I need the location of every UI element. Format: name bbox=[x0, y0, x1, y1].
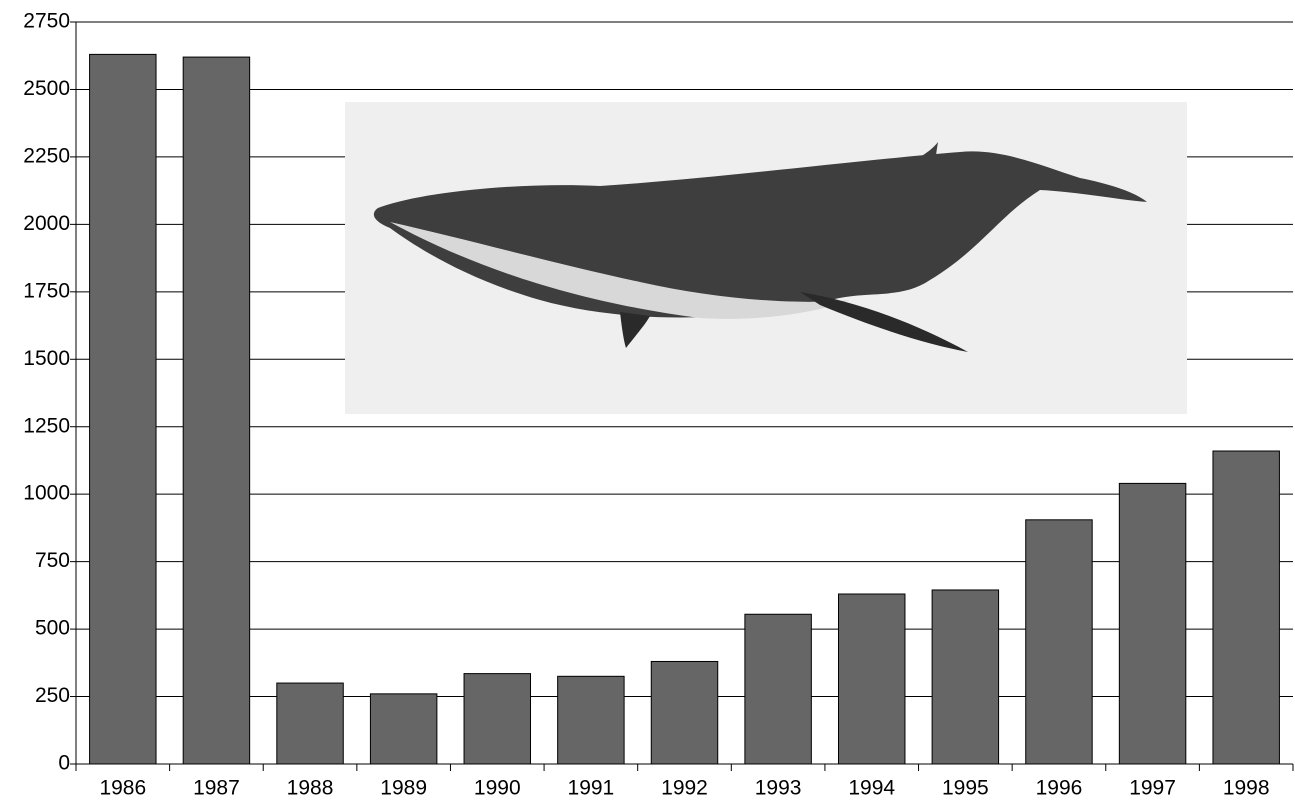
x-tick-label: 1994 bbox=[848, 777, 895, 800]
y-tick-label: 2500 bbox=[23, 77, 70, 100]
bar bbox=[745, 614, 811, 764]
y-tick-label: 250 bbox=[35, 684, 70, 707]
bar bbox=[1119, 483, 1185, 764]
bar bbox=[651, 661, 717, 764]
bar bbox=[932, 590, 998, 764]
y-tick-label: 1000 bbox=[23, 482, 70, 505]
x-tick-label: 1987 bbox=[193, 777, 240, 800]
x-tick-label: 1986 bbox=[99, 777, 146, 800]
bar bbox=[1213, 451, 1279, 764]
y-tick-label: 1250 bbox=[23, 414, 70, 437]
x-tick-label: 1995 bbox=[942, 777, 989, 800]
bar bbox=[183, 57, 249, 764]
x-tick-label: 1998 bbox=[1223, 777, 1270, 800]
whale-illustration bbox=[345, 102, 1187, 414]
x-tick-label: 1992 bbox=[661, 777, 708, 800]
bar bbox=[558, 676, 624, 764]
bar bbox=[1026, 520, 1092, 764]
bar bbox=[370, 694, 436, 764]
y-tick-label: 500 bbox=[35, 617, 70, 640]
y-tick-label: 2250 bbox=[23, 144, 70, 167]
y-tick-label: 0 bbox=[58, 752, 70, 775]
y-tick-label: 1500 bbox=[23, 347, 70, 370]
bar bbox=[464, 674, 530, 764]
x-tick-label: 1989 bbox=[380, 777, 427, 800]
bar bbox=[838, 594, 904, 764]
bar bbox=[90, 54, 156, 764]
y-tick-label: 2000 bbox=[23, 212, 70, 235]
x-tick-label: 1988 bbox=[287, 777, 334, 800]
y-tick-label: 750 bbox=[35, 549, 70, 572]
x-tick-label: 1997 bbox=[1129, 777, 1176, 800]
y-tick-label: 1750 bbox=[23, 279, 70, 302]
y-tick-label: 2750 bbox=[23, 10, 70, 33]
x-tick-label: 1990 bbox=[474, 777, 521, 800]
bar bbox=[277, 683, 343, 764]
x-tick-label: 1991 bbox=[568, 777, 615, 800]
x-tick-label: 1993 bbox=[755, 777, 802, 800]
x-tick-label: 1996 bbox=[1036, 777, 1083, 800]
chart: 0 250 500 750 1000 1250 1500 1750 2000 2250 2500 27… bbox=[0, 0, 1295, 803]
